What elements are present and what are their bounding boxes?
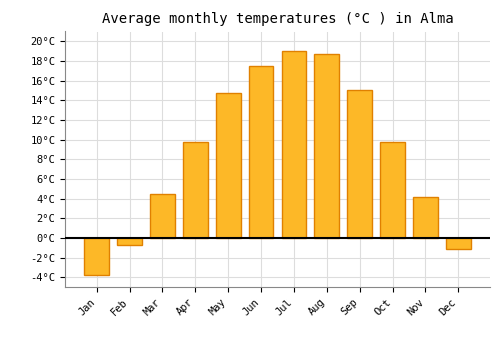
Bar bbox=[282, 51, 306, 238]
Bar bbox=[446, 238, 470, 248]
Bar bbox=[84, 238, 109, 275]
Bar bbox=[348, 90, 372, 238]
Bar bbox=[380, 141, 405, 238]
Bar bbox=[314, 54, 339, 238]
Bar bbox=[216, 93, 240, 238]
Title: Average monthly temperatures (°C ) in Alma: Average monthly temperatures (°C ) in Al… bbox=[102, 12, 454, 26]
Bar bbox=[248, 66, 274, 238]
Bar bbox=[117, 238, 142, 245]
Bar bbox=[150, 194, 174, 238]
Bar bbox=[183, 141, 208, 238]
Bar bbox=[413, 197, 438, 238]
